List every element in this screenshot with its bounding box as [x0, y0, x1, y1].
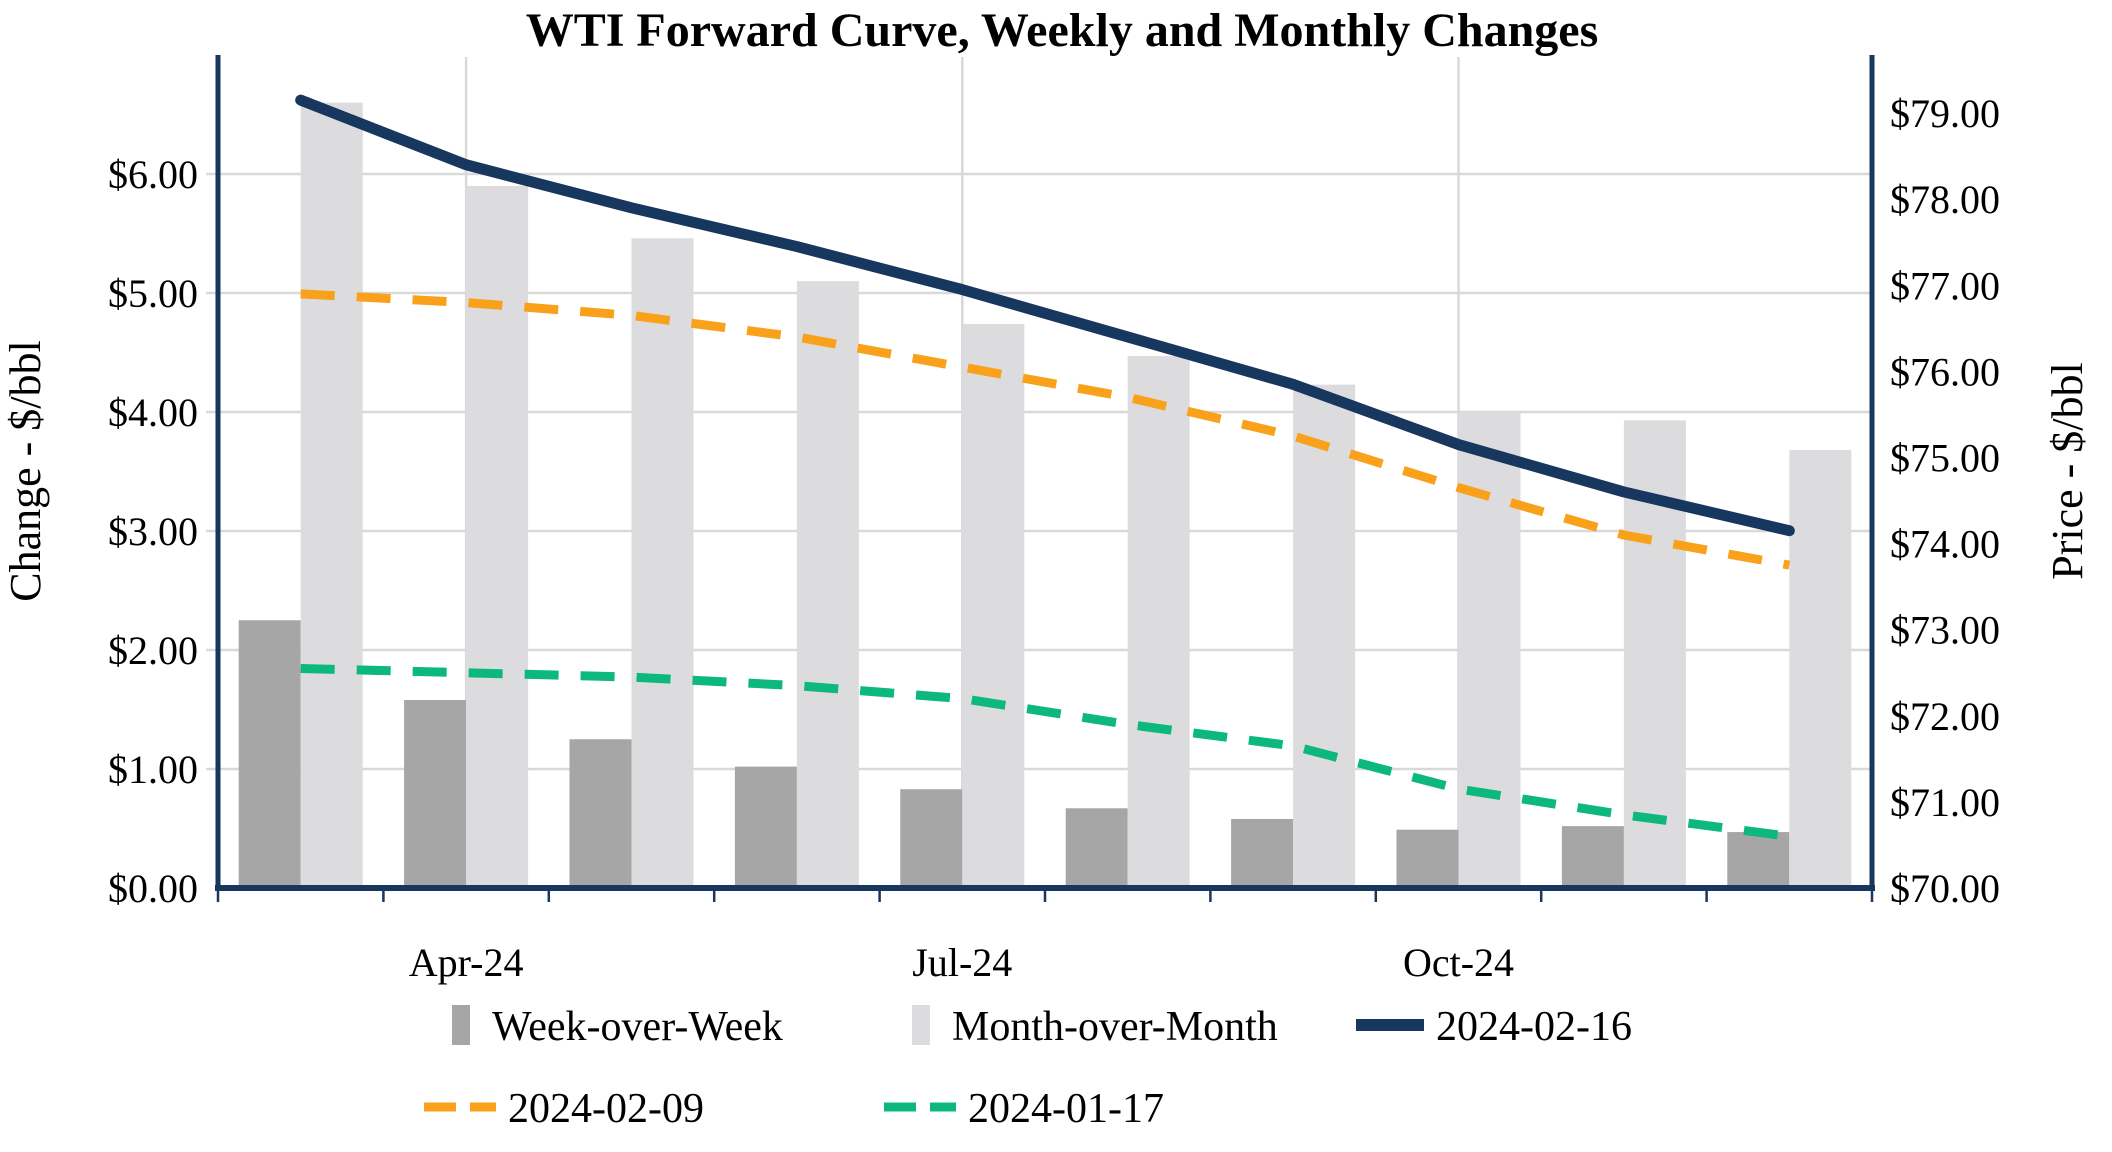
- left-axis-title: Change - $/bbl: [1, 340, 50, 602]
- legend-swatch-week-over-week: [452, 1005, 470, 1045]
- bar-mom-may-24: [631, 238, 694, 888]
- bar-mom-jul-24: [962, 323, 1025, 888]
- right-axis-tick-label: $70.00: [1890, 866, 2000, 911]
- legend-label-2024-02-16: 2024-02-16: [1436, 1004, 1632, 1050]
- line-curve-2024-02-16: [295, 94, 1795, 537]
- bar-mom-aug-24: [1127, 356, 1190, 888]
- plot-area: $0.00 $1.00 $2.00 $3.00 $4.00 $5.00 $6.00 $70.0…: [108, 55, 2000, 1132]
- bar-wow-mar-24: [238, 620, 301, 888]
- right-axis-tick-label: $75.00: [1890, 436, 2000, 481]
- bar-mom-jun-24: [796, 281, 859, 889]
- line-curve-2024-02-09: [300, 289, 1791, 570]
- right-axis-tick-label: $74.00: [1890, 522, 2000, 567]
- bar-wow-jul-24: [900, 789, 963, 888]
- legend-swatch-month-over-month: [912, 1005, 930, 1045]
- legend-label-2024-02-09: 2024-02-09: [508, 1086, 704, 1132]
- right-axis-title: Price - $/bbl: [2043, 362, 2092, 580]
- x-axis-tick-label: Apr-24: [409, 940, 524, 985]
- bar-wow-sep-24: [1231, 818, 1294, 888]
- bar-wow-oct-24: [1396, 829, 1459, 888]
- left-axis-tick-label: $0.00: [108, 866, 198, 911]
- bar-mom-oct-24: [1458, 412, 1521, 888]
- right-axis-tick-label: $73.00: [1890, 608, 2000, 653]
- right-axis-tick-label: $71.00: [1890, 780, 2000, 825]
- x-axis-tick-label: Jul-24: [912, 940, 1012, 985]
- bar-mom-sep-24: [1293, 384, 1356, 888]
- right-axis-tick-label: $72.00: [1890, 694, 2000, 739]
- left-axis-tick-label: $6.00: [108, 152, 198, 197]
- bar-wow-aug-24: [1065, 808, 1128, 888]
- left-axis-tick-label: $1.00: [108, 747, 198, 792]
- right-axis-tick-label: $76.00: [1890, 349, 2000, 394]
- legend-label-week-over-week: Week-over-Week: [492, 1004, 783, 1050]
- bar-mom-mar-24: [300, 102, 363, 889]
- bar-mom-apr-24: [466, 185, 529, 888]
- x-axis-tick-label: Oct-24: [1403, 940, 1514, 985]
- right-axis-tick-label: $79.00: [1890, 91, 2000, 136]
- line-curve-2024-01-17: [300, 663, 1790, 841]
- bar-wow-may-24: [569, 739, 632, 888]
- legend-label-month-over-month: Month-over-Month: [952, 1004, 1278, 1050]
- bar-wow-nov-24: [1561, 826, 1624, 888]
- bar-wow-dec-24: [1727, 832, 1790, 888]
- right-axis-tick-label: $77.00: [1890, 263, 2000, 308]
- left-axis-tick-label: $3.00: [108, 509, 198, 554]
- bar-wow-apr-24: [404, 699, 467, 888]
- left-axis-tick-label: $5.00: [108, 271, 198, 316]
- bar-wow-jun-24: [734, 766, 797, 888]
- left-axis-tick-label: $2.00: [108, 628, 198, 673]
- chart-title: WTI Forward Curve, Weekly and Monthly Ch…: [526, 4, 1599, 57]
- bar-mom-dec-24: [1789, 450, 1852, 888]
- right-axis-tick-label: $78.00: [1890, 177, 2000, 222]
- left-axis-tick-label: $4.00: [108, 390, 198, 435]
- legend-label-2024-01-17: 2024-01-17: [968, 1086, 1164, 1132]
